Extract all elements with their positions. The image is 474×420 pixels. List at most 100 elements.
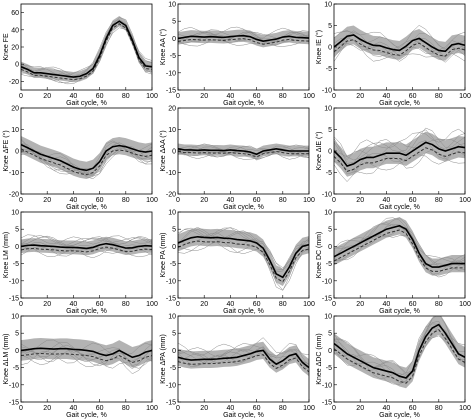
individual-trace [178, 31, 309, 43]
dashed-trace [178, 151, 309, 158]
y-tick-label: 20 [11, 45, 19, 52]
axes-frame [177, 315, 310, 403]
x-tick-label: 0 [332, 301, 336, 308]
x-axis-label: Gait cycle, % [379, 204, 420, 211]
x-tick-label: 100 [459, 301, 471, 308]
dashed-trace [178, 38, 309, 45]
x-tick-label: 80 [435, 197, 443, 204]
y-axis-label: Knee FE [3, 33, 10, 61]
individual-trace [21, 235, 152, 246]
y-axis-label: Knee ΔFE (°) [2, 130, 10, 171]
individual-trace [178, 349, 309, 372]
y-tick-label: 40 [11, 27, 19, 34]
x-axis-label: Gait cycle, % [379, 412, 420, 419]
sd-band [21, 338, 152, 368]
y-tick-label: 10 [11, 127, 19, 134]
x-tick-label: 100 [459, 197, 471, 204]
y-axis-label: Knee ΔAA (°) [159, 130, 167, 171]
x-tick-label: 80 [279, 93, 287, 100]
x-tick-label: 80 [122, 197, 130, 204]
x-tick-label: 60 [253, 301, 261, 308]
y-axis-label: Knee ΔIE (°) [315, 132, 323, 171]
mean-line [334, 141, 465, 167]
x-tick-label: 0 [176, 405, 180, 412]
x-tick-label: 80 [435, 301, 443, 308]
x-tick-label: 60 [96, 197, 104, 204]
x-tick-label: 100 [459, 405, 471, 412]
individual-trace [21, 19, 152, 76]
x-tick-label: 60 [96, 301, 104, 308]
sd-band [334, 217, 465, 276]
x-axis-label: Gait cycle, % [379, 308, 420, 315]
y-tick-label: 0 [15, 348, 19, 355]
individual-trace [21, 352, 152, 375]
x-axis-label: Gait cycle, % [66, 308, 107, 315]
individual-trace [21, 344, 152, 366]
x-tick-label: 40 [383, 405, 391, 412]
y-tick-label: -15 [166, 88, 176, 95]
x-tick-label: 20 [200, 301, 208, 308]
y-axis-label: Knee AA (°) [159, 29, 167, 65]
y-tick-label: -10 [322, 192, 332, 199]
x-tick-label: 0 [19, 197, 23, 204]
y-tick-label: -15 [322, 296, 332, 303]
y-tick-label: -5 [326, 365, 332, 372]
individual-trace [334, 24, 465, 50]
subplot-5: -20 -10 0 10 20 0 20 40 60 80 100 Gait cycle, % Knee… [159, 106, 315, 212]
sd-band [334, 131, 465, 177]
x-tick-label: 80 [122, 405, 130, 412]
individual-trace [178, 337, 309, 356]
individual-trace [178, 34, 309, 42]
y-tick-label: -5 [326, 261, 332, 268]
x-tick-label: 0 [19, 93, 23, 100]
y-tick-label: -10 [166, 382, 176, 389]
y-tick-label: -5 [13, 261, 19, 268]
y-tick-label: -20 [9, 192, 19, 199]
x-tick-label: 60 [253, 197, 261, 204]
y-axis-label: Knee ΔLM (mm) [3, 334, 10, 385]
x-tick-label: 0 [19, 405, 23, 412]
x-tick-label: 20 [356, 301, 364, 308]
x-tick-label: 40 [70, 301, 78, 308]
individual-trace [334, 325, 465, 379]
x-tick-label: 60 [96, 405, 104, 412]
y-axis-label: Knee IE (°) [315, 30, 323, 64]
y-axis-label: Knee PA (mm) [160, 233, 167, 278]
y-tick-label: 0 [15, 244, 19, 251]
y-tick-label: -10 [9, 170, 19, 177]
x-tick-label: 100 [303, 197, 315, 204]
individual-trace [334, 217, 465, 263]
y-tick-label: 0 [328, 45, 332, 52]
x-tick-label: 0 [176, 301, 180, 308]
x-tick-label: 40 [383, 197, 391, 204]
individual-trace [178, 232, 309, 284]
individual-trace [178, 227, 309, 271]
individual-trace [21, 146, 152, 180]
x-tick-label: 100 [303, 405, 315, 412]
dashed-trace [178, 354, 309, 373]
x-tick-label: 40 [70, 197, 78, 204]
individual-trace [334, 150, 465, 182]
x-tick-label: 0 [176, 197, 180, 204]
x-tick-label: 20 [43, 405, 51, 412]
x-axis-label: Gait cycle, % [223, 412, 264, 419]
individual-trace [21, 246, 152, 257]
y-tick-label: -20 [166, 192, 176, 199]
y-tick-label: 5 [172, 331, 176, 338]
individual-trace [21, 146, 152, 172]
dashed-trace [21, 352, 152, 363]
mean-line [21, 143, 152, 172]
dashed-trace [21, 148, 152, 176]
y-tick-label: 10 [324, 106, 332, 113]
individual-trace [178, 149, 309, 157]
x-tick-label: 40 [227, 301, 235, 308]
individual-trace [21, 21, 152, 78]
axes-frame [333, 211, 466, 299]
individual-trace [178, 39, 309, 47]
individual-trace [334, 316, 465, 375]
y-tick-label: 5 [15, 331, 19, 338]
